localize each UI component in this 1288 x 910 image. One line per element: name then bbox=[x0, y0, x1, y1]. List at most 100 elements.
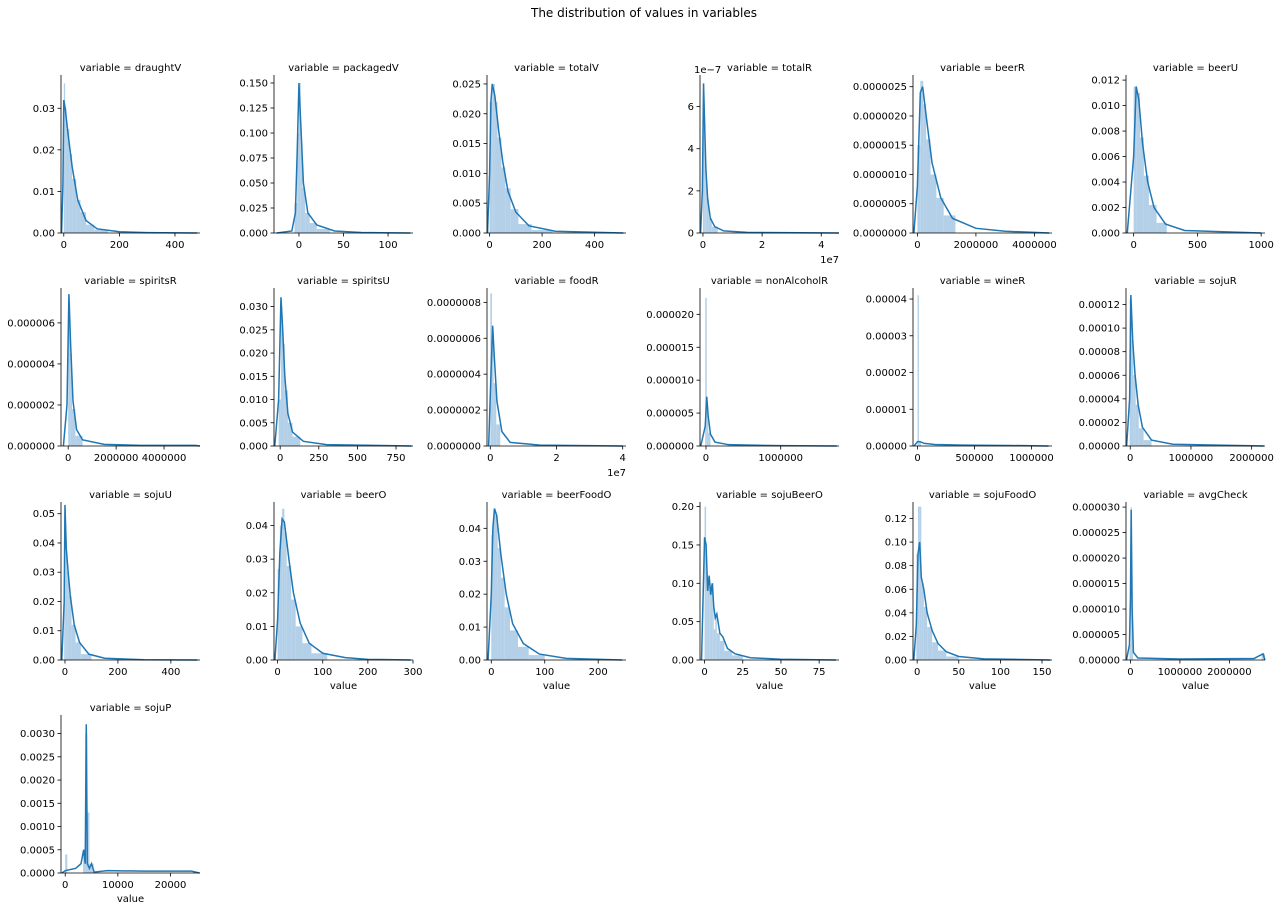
hist-bar bbox=[279, 525, 283, 660]
hist-bar bbox=[923, 104, 927, 233]
hist-bar bbox=[287, 422, 293, 446]
y-tick-label: 0.0000006 bbox=[427, 334, 481, 345]
y-tick-label: 0.00002 bbox=[1079, 418, 1120, 429]
y-tick-label: 0.125 bbox=[239, 104, 268, 115]
x-offset-label: 1e7 bbox=[820, 255, 839, 266]
x-tick-label: 4000000 bbox=[142, 453, 187, 464]
y-tick-label: 0.00001 bbox=[866, 405, 907, 416]
y-tick-label: 0.000005 bbox=[1072, 630, 1120, 641]
y-tick-label: 0.025 bbox=[239, 204, 268, 215]
hist-bar bbox=[707, 587, 710, 660]
hist-bar bbox=[930, 174, 937, 233]
hist-bar bbox=[704, 506, 707, 660]
x-tick-label: 0 bbox=[61, 240, 67, 251]
y-tick-label: 0.00 bbox=[459, 656, 481, 667]
x-tick-label: 0 bbox=[701, 667, 707, 678]
subplot-12: 0.00000 0.00002 0.00004 0.00006 0.00008 0.000… bbox=[1079, 276, 1274, 464]
kde-line bbox=[913, 86, 1050, 234]
x-tick-label: 400 bbox=[585, 240, 604, 251]
x-axis-label: value bbox=[969, 681, 996, 692]
kde-line bbox=[274, 516, 411, 661]
kde-line bbox=[1125, 295, 1264, 447]
hist-bar bbox=[284, 532, 287, 660]
y-tick-label: 0.00004 bbox=[866, 295, 907, 306]
hist-bar bbox=[280, 306, 283, 446]
subplot-title: variable = sojuR bbox=[1154, 276, 1237, 287]
x-tick-label: 25 bbox=[736, 667, 749, 678]
hist-bar bbox=[305, 213, 310, 233]
y-tick-label: 0.00 bbox=[672, 656, 694, 667]
subplot-2: 0.000 0.025 0.050 0.075 0.100 0.125 0.150 0 50 10… bbox=[239, 63, 413, 251]
hist-bar bbox=[75, 435, 83, 446]
x-axis-label: value bbox=[1182, 681, 1209, 692]
subplot-15: 0.00 0.01 0.02 0.03 0.04 0 100 200 variable = be… bbox=[459, 490, 626, 692]
hist-bar bbox=[917, 145, 921, 233]
y-tick-label: 0.000005 bbox=[646, 409, 694, 420]
hist-bar bbox=[528, 655, 545, 660]
subplot-16: 0.00 0.05 0.10 0.15 0.20 0 25 50 75 variable = so… bbox=[672, 490, 839, 692]
y-tick-label: 0.04 bbox=[459, 524, 481, 535]
hist-bar bbox=[497, 548, 501, 660]
subplot-18: 0.00000 0.000005 0.000010 0.000015 0.000020 0… bbox=[1072, 490, 1266, 692]
y-tick-label: 0.000006 bbox=[7, 318, 55, 329]
y-tick-label: 0.000 bbox=[452, 229, 481, 240]
hist-bar bbox=[69, 154, 73, 233]
hist-bar bbox=[917, 295, 919, 446]
y-tick-label: 0.04 bbox=[33, 538, 55, 549]
y-tick-label: 0.02 bbox=[33, 145, 55, 156]
subplot-title: variable = sojuP bbox=[90, 703, 172, 714]
y-tick-label: 0.006 bbox=[1091, 152, 1120, 163]
y-tick-label: 0.0000 bbox=[20, 869, 55, 880]
y-tick-label: 0.002 bbox=[1091, 203, 1120, 214]
y-tick-label: 0.00010 bbox=[1079, 324, 1120, 335]
y-tick-label: 0.00000 bbox=[1079, 656, 1120, 667]
y-tick-label: 0.10 bbox=[672, 579, 694, 590]
x-tick-label: 4 bbox=[818, 240, 824, 251]
hist-bar bbox=[920, 80, 924, 233]
hist-bar bbox=[1133, 86, 1137, 233]
hist-bar bbox=[732, 655, 743, 660]
hist-bar bbox=[1135, 404, 1139, 446]
y-tick-label: 0.012 bbox=[1091, 76, 1120, 87]
y-tick-label: 0.075 bbox=[239, 154, 268, 165]
y-tick-label: 0.03 bbox=[33, 568, 55, 579]
hist-bar bbox=[705, 297, 707, 447]
subplot-11: 0.00000 0.00001 0.00002 0.00003 0.00004 0 5000… bbox=[866, 276, 1054, 464]
x-tick-label: 200 bbox=[110, 240, 129, 251]
hist-bar bbox=[68, 302, 71, 446]
y-tick-label: 0.01 bbox=[246, 622, 268, 633]
y-tick-label: 0.0000005 bbox=[853, 199, 907, 210]
y-tick-label: 0.05 bbox=[33, 509, 55, 520]
hist-bar bbox=[504, 607, 510, 660]
y-tick-label: 0.100 bbox=[239, 129, 268, 140]
subplot-title: variable = beerFoodO bbox=[502, 490, 612, 501]
y-tick-label: 0.15 bbox=[672, 540, 694, 551]
subplot-title: variable = spiritsR bbox=[84, 276, 176, 287]
hist-bar bbox=[491, 329, 494, 446]
x-tick-label: 200 bbox=[589, 667, 608, 678]
hist-bar bbox=[495, 515, 498, 660]
hist-bar bbox=[284, 390, 288, 446]
y-tick-label: 0.025 bbox=[452, 79, 481, 90]
subplot-19: 0.0000 0.0005 0.0010 0.0015 0.0020 0.0025 0.00… bbox=[20, 703, 200, 905]
y-tick-label: 0.010 bbox=[452, 169, 481, 180]
subplot-title: variable = avgCheck bbox=[1143, 490, 1247, 501]
subplot-title: variable = draughtV bbox=[80, 63, 182, 74]
x-tick-label: 0 bbox=[486, 240, 492, 251]
x-tick-label: 100 bbox=[379, 240, 398, 251]
x-tick-label: 0 bbox=[62, 667, 68, 678]
hist-bar bbox=[706, 199, 709, 233]
hist-bar bbox=[309, 223, 317, 233]
x-tick-label: 500 bbox=[348, 453, 367, 464]
hist-bar bbox=[72, 178, 77, 233]
x-offset-label: 1e7 bbox=[607, 468, 626, 479]
y-tick-label: 0.000010 bbox=[646, 376, 694, 387]
x-tick-label: 750 bbox=[386, 453, 405, 464]
y-tick-label: 0.02 bbox=[33, 597, 55, 608]
hist-bar bbox=[943, 215, 956, 233]
x-tick-label: 0 bbox=[1127, 453, 1133, 464]
x-tick-label: 2 bbox=[553, 453, 559, 464]
y-tick-label: 0.01 bbox=[459, 623, 481, 634]
hist-bar bbox=[496, 424, 501, 446]
kde-line bbox=[486, 83, 624, 234]
